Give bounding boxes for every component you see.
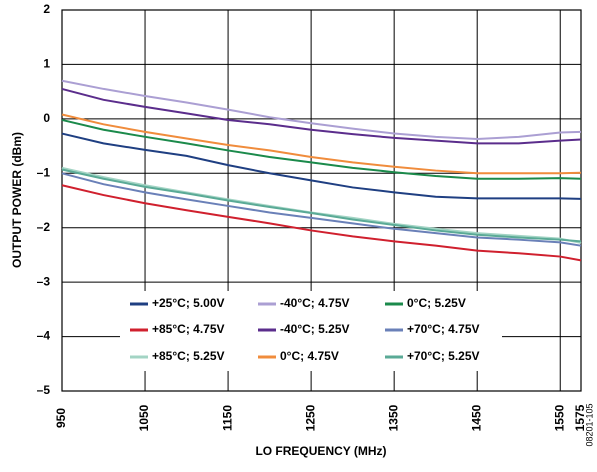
legend-label: -40°C; 4.75V (280, 296, 350, 310)
legend-box (120, 291, 502, 371)
y-tick-label: 2 (43, 2, 50, 16)
y-tick-label: –2 (37, 220, 51, 234)
legend-label: +70°C; 4.75V (407, 322, 480, 336)
x-tick-label: 1050 (137, 404, 151, 431)
x-tick-label: 1250 (303, 404, 317, 431)
y-tick-label: 1 (43, 57, 50, 71)
y-axis-label: OUTPUT POWER (dBm) (10, 132, 24, 268)
legend-label: 0°C; 5.25V (407, 296, 466, 310)
y-tick-label: –1 (37, 165, 51, 179)
series-line (61, 113, 582, 175)
figure-id: 08201-105 (584, 403, 594, 446)
y-tick-label: –5 (37, 383, 51, 397)
legend-label: +85°C; 5.25V (152, 349, 225, 363)
series-line (61, 87, 582, 145)
y-tick-label: 0 (43, 111, 50, 125)
x-tick-label: 1450 (469, 404, 483, 431)
series-line (61, 132, 582, 200)
legend-label: 0°C; 4.75V (280, 349, 339, 363)
legend-label: +70°C; 5.25V (407, 349, 480, 363)
x-axis-label: LO FREQUENCY (MHz) (255, 444, 386, 458)
series-line (61, 184, 582, 262)
legend-label: -40°C; 5.25V (280, 322, 350, 336)
x-tick-label: 950 (54, 408, 68, 428)
y-tick-label: –3 (37, 274, 51, 288)
legend-label: +25°C; 5.00V (152, 296, 225, 310)
series-line (61, 168, 582, 243)
x-tick-label: 1550 (552, 404, 566, 431)
y-tick-label: –4 (37, 329, 51, 343)
series-line (61, 172, 582, 247)
legend-label: +85°C; 4.75V (152, 322, 225, 336)
x-tick-label: 1575 (573, 404, 587, 431)
series-line (61, 118, 582, 180)
plot-frame (61, 9, 582, 392)
x-tick-label: 1150 (220, 405, 234, 431)
x-tick-label: 1350 (386, 404, 400, 431)
series-line (61, 79, 582, 140)
series-line (61, 166, 582, 244)
